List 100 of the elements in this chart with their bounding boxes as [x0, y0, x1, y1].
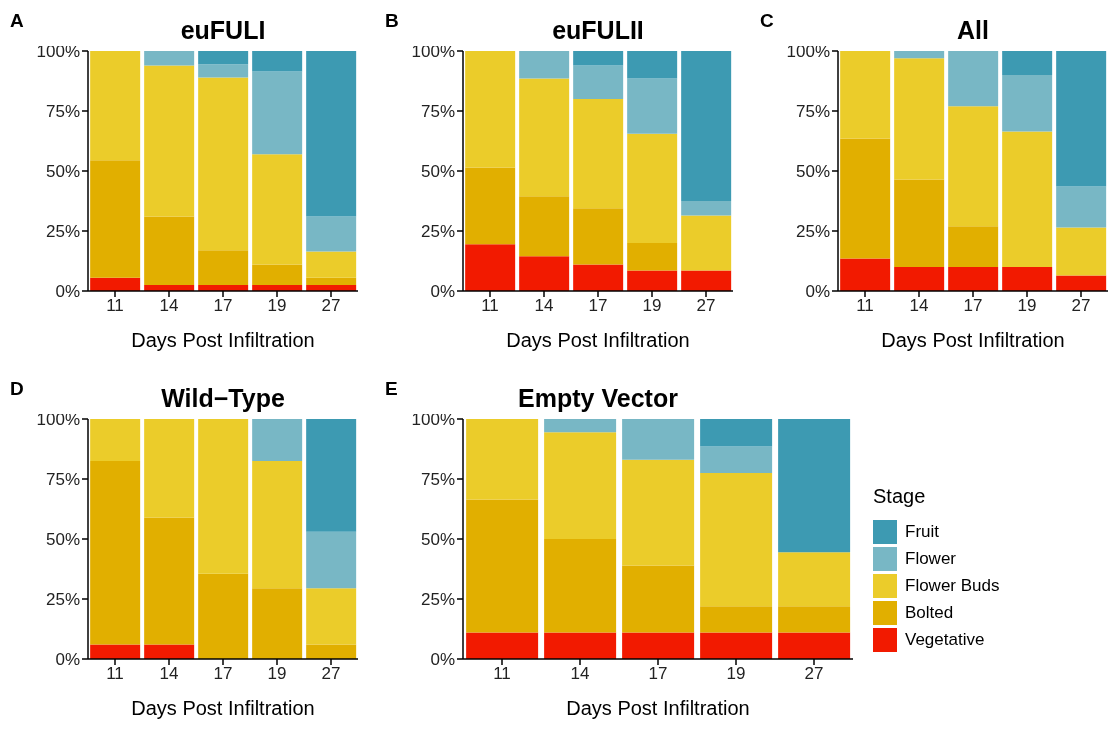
bar — [700, 606, 773, 633]
x-tick-label: 17 — [213, 664, 233, 684]
x-tick-label: 11 — [481, 296, 499, 316]
bar — [466, 632, 539, 659]
legend-label: Fruit — [905, 521, 939, 542]
bar — [1002, 51, 1053, 75]
bar — [252, 264, 303, 285]
bar — [840, 258, 891, 291]
x-tick-label: 19 — [726, 664, 746, 684]
y-tick-label: 0% — [430, 282, 455, 302]
x-tick-label: 19 — [1017, 296, 1037, 316]
text: E — [385, 378, 398, 400]
y-tick-label: 25% — [45, 222, 80, 242]
bar — [465, 167, 516, 245]
bar — [306, 51, 357, 217]
bar — [681, 270, 732, 291]
chart-title: euFULII — [551, 16, 645, 45]
x-axis-title: Days Post Infiltration — [881, 329, 1065, 351]
bar — [519, 196, 570, 257]
x-tick-label: 19 — [267, 664, 287, 684]
y-tick-label: 75% — [45, 102, 80, 122]
bar — [700, 632, 773, 659]
y-tick-label: 75% — [420, 470, 455, 490]
bar — [948, 51, 999, 107]
y-tick-label: 50% — [45, 530, 80, 550]
x-tick-label: 27 — [321, 296, 341, 316]
x-tick-label: 14 — [159, 296, 179, 316]
bar — [840, 51, 891, 139]
text: A — [10, 10, 24, 32]
bar — [306, 419, 357, 532]
y-tick-label: 100% — [36, 410, 80, 430]
y-tick-label: 25% — [420, 222, 455, 242]
bar — [252, 154, 303, 265]
y-tick-label: 75% — [420, 102, 455, 122]
bar — [573, 51, 624, 66]
legend-label: Flower Buds — [905, 575, 1000, 596]
bar — [700, 473, 773, 607]
bar — [90, 51, 141, 161]
text: D — [10, 378, 24, 400]
bar — [700, 446, 773, 473]
x-tick-label: 17 — [963, 296, 983, 316]
y-tick-label: 100% — [411, 42, 455, 62]
legend-label: Vegetative — [905, 629, 985, 650]
bar — [1056, 275, 1107, 291]
bar — [1056, 51, 1107, 187]
legend-label: Flower — [905, 548, 957, 569]
y-tick-label: 25% — [795, 222, 830, 242]
chart-title: Wild−Type — [160, 384, 286, 413]
bar — [778, 632, 851, 659]
y-tick-label: 25% — [45, 590, 80, 610]
bar — [627, 133, 678, 243]
bar — [465, 244, 516, 291]
bar — [681, 215, 732, 271]
chart-title: Empty Vector — [517, 384, 679, 413]
bar — [681, 201, 732, 216]
bar — [622, 419, 695, 460]
bar — [840, 138, 891, 259]
chart-title: euFULI — [179, 16, 267, 45]
x-tick-label: 17 — [213, 296, 233, 316]
x-tick-label: 11 — [856, 296, 874, 316]
bar — [144, 517, 195, 645]
x-axis-title: Days Post Infiltration — [131, 697, 315, 719]
x-axis-title: Days Post Infiltration — [131, 329, 315, 351]
x-tick-label: 11 — [493, 664, 511, 684]
x-tick-label: 14 — [570, 664, 590, 684]
bar — [198, 419, 249, 574]
bar — [778, 419, 851, 553]
bar — [622, 632, 695, 659]
bar — [198, 573, 249, 659]
bar — [252, 71, 303, 155]
bar — [948, 226, 999, 267]
y-tick-label: 50% — [420, 530, 455, 550]
y-tick-label: 0% — [430, 650, 455, 670]
bar — [573, 208, 624, 265]
legend-label: Bolted — [905, 602, 954, 623]
x-tick-label: 27 — [696, 296, 716, 316]
bar — [252, 419, 303, 461]
y-tick-label: 25% — [420, 590, 455, 610]
bar — [778, 606, 851, 633]
chart-title: All — [956, 16, 990, 45]
bar — [681, 51, 732, 201]
bar — [778, 552, 851, 607]
bar — [306, 277, 357, 285]
bar — [573, 99, 624, 209]
bar — [544, 539, 617, 633]
bar — [544, 632, 617, 659]
bar — [894, 267, 945, 291]
y-tick-label: 75% — [795, 102, 830, 122]
bar — [894, 58, 945, 180]
x-tick-label: 19 — [642, 296, 662, 316]
bar — [252, 51, 303, 72]
bar — [198, 250, 249, 285]
bar — [144, 216, 195, 285]
bar — [1002, 75, 1053, 132]
bar — [948, 106, 999, 227]
bar — [1056, 186, 1107, 228]
x-tick-label: 14 — [534, 296, 554, 316]
bar — [627, 270, 678, 291]
x-tick-label: 27 — [804, 664, 824, 684]
bar — [1002, 131, 1053, 267]
